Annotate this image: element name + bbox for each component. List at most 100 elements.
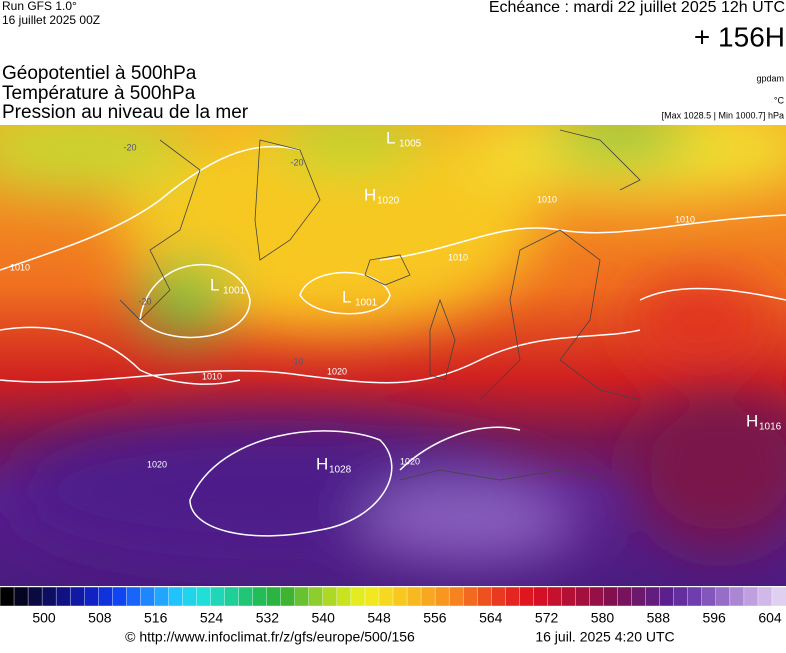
coastlines [119, 129, 641, 481]
isobar-label: 1010 [675, 214, 695, 224]
color-swatch [659, 586, 675, 607]
center-value: 1016 [759, 422, 782, 433]
color-swatch [505, 586, 521, 607]
color-swatch [687, 586, 703, 607]
center-letter: H [316, 454, 328, 473]
color-swatch [69, 586, 85, 607]
temperature-label: -20 [123, 142, 136, 152]
colorbar-label: 556 [423, 610, 447, 626]
color-swatch [252, 586, 268, 607]
color-swatch [715, 586, 731, 607]
center-letter: H [746, 411, 758, 430]
colorbar-label: 540 [312, 610, 336, 626]
color-swatch [757, 586, 773, 607]
color-swatch [41, 586, 57, 607]
run: Run GFS 1.0° [2, 0, 77, 13]
colorbar-label: 564 [479, 610, 503, 626]
colorbar-label: 572 [535, 610, 559, 626]
isobar-label: 1010 [448, 252, 468, 262]
forecast: Echéance : mardi 22 juillet 2025 12h UTC [489, 0, 785, 16]
center-value: 1028 [329, 465, 352, 476]
temperature-label: -10 [290, 356, 303, 366]
colorbar: 500 508 516 524 532 540 548 556 564 572 580 588 596 6… [0, 586, 786, 626]
color-swatch [13, 586, 29, 607]
color-swatch [294, 586, 310, 607]
center-value: 1020 [377, 196, 400, 207]
center-letter: H [364, 185, 376, 204]
isobar-label: 1020 [147, 459, 167, 469]
temperature-label: -20 [290, 157, 303, 167]
color-swatch [420, 586, 436, 607]
color-swatch [434, 586, 450, 607]
isobar-label: 1010 [10, 262, 30, 272]
colorbar-label: 516 [144, 610, 168, 626]
lead-time: + 156H [694, 21, 785, 52]
colorbar-label: 580 [591, 610, 615, 626]
run-date: 16 juillet 2025 00Z [2, 13, 100, 27]
color-swatch [322, 586, 338, 607]
color-swatch [519, 586, 535, 607]
isobar-label: 1020 [327, 366, 347, 376]
unit: gpdam [756, 73, 784, 83]
color-swatch [266, 586, 282, 607]
color-swatch [126, 586, 142, 607]
color-swatch [701, 586, 717, 607]
title: Géopotentiel à 500hPa [2, 63, 197, 84]
source: © http://www.infoclimat.fr/z/gfs/europe/… [125, 629, 415, 645]
color-swatch [729, 586, 745, 607]
color-swatch [224, 586, 240, 607]
color-swatch [154, 586, 170, 607]
title: Pression au niveau de la mer [2, 102, 249, 123]
isobar-label: 1010 [537, 194, 557, 204]
unit: [Max 1028.5 | Min 1000.7] hPa [662, 110, 784, 120]
color-swatch [196, 586, 212, 607]
isobar-label: 1020 [400, 456, 420, 466]
color-swatch [561, 586, 577, 607]
color-swatch [392, 586, 408, 607]
colorbar-label: 588 [647, 610, 671, 626]
temperature-label: -20 [138, 296, 151, 306]
color-swatch [491, 586, 506, 607]
color-swatch [210, 586, 226, 607]
color-swatch [533, 586, 549, 607]
colorbar-label: 508 [88, 610, 112, 626]
center-letter: L [210, 275, 219, 294]
color-swatch [771, 586, 786, 607]
isobar-label: 1010 [202, 371, 222, 381]
color-swatch [350, 586, 366, 607]
color-swatch [238, 586, 254, 607]
color-swatch [462, 586, 478, 607]
color-swatch [55, 586, 71, 607]
color-swatch [743, 586, 759, 607]
color-swatch [0, 586, 15, 607]
colorbar-label: 500 [32, 610, 56, 626]
color-swatch [308, 586, 324, 607]
color-swatch [603, 586, 619, 607]
color-swatch [477, 586, 492, 607]
center-value: 1005 [399, 139, 422, 150]
color-swatch [617, 586, 633, 607]
unit: °C [774, 95, 785, 105]
colorbar-label: 532 [256, 610, 280, 626]
color-swatch [280, 586, 296, 607]
center-value: 1001 [355, 298, 378, 309]
color-swatch [631, 586, 647, 607]
colorbar-label: 604 [758, 610, 782, 626]
colorbar-label: 596 [702, 610, 726, 626]
color-swatch [589, 586, 605, 607]
color-swatch [645, 586, 661, 607]
color-swatch [406, 586, 422, 607]
color-swatch [168, 586, 184, 607]
colorbar-label: 524 [200, 610, 224, 626]
color-swatch [448, 586, 464, 607]
color-swatch [98, 586, 113, 607]
color-swatch [84, 586, 99, 607]
colorbar-label: 548 [367, 610, 391, 626]
color-swatch [364, 586, 380, 607]
color-swatch [673, 586, 689, 607]
color-swatch [27, 586, 43, 607]
color-swatch [182, 586, 198, 607]
center-letter: L [342, 287, 351, 306]
